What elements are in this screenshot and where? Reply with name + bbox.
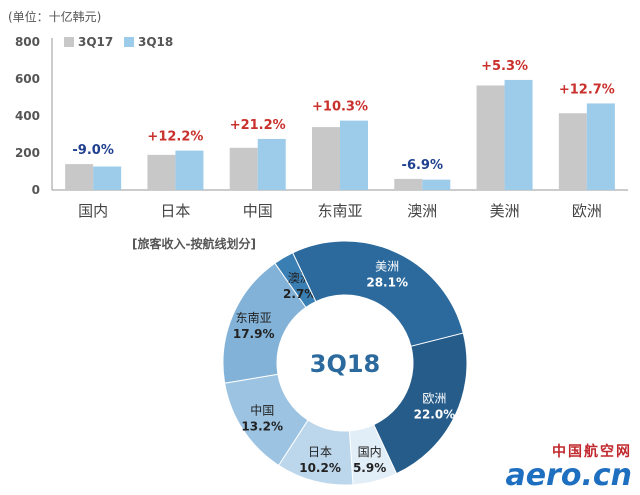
legend-swatch xyxy=(64,37,74,47)
legend: 3Q17 3Q18 xyxy=(64,35,173,49)
growth-label: +10.3% xyxy=(312,100,368,115)
donut-slice xyxy=(292,240,464,347)
legend-label: 3Q18 xyxy=(138,35,173,49)
growth-label: +12.2% xyxy=(147,130,203,145)
aero-logo: 中国航空网 aero.cn xyxy=(505,441,632,491)
x-tick-label: 澳洲 xyxy=(407,202,437,220)
bar-3q18 xyxy=(586,103,615,190)
y-tick-label: 200 xyxy=(15,146,40,160)
growth-label: -6.9% xyxy=(402,158,443,173)
bar-3q17 xyxy=(558,113,587,190)
donut-title: [旅客收入-按航线划分] xyxy=(132,236,256,251)
x-tick-label: 中国 xyxy=(243,202,273,220)
logo-chinese-text: 中国航空网 xyxy=(552,444,632,460)
slice-label: 东南亚 xyxy=(236,310,272,325)
growth-label: +12.7% xyxy=(559,82,615,97)
bar-3q17 xyxy=(229,147,258,190)
bar-3q17 xyxy=(65,164,94,190)
slice-label: 日本 xyxy=(308,445,332,459)
growth-label: -9.0% xyxy=(72,143,113,158)
donut-center-label: 3Q18 xyxy=(310,350,381,378)
x-tick-label: 日本 xyxy=(160,202,190,220)
slice-value: 2.7% xyxy=(283,287,316,301)
x-tick-label: 东南亚 xyxy=(317,202,362,220)
bar-3q18 xyxy=(257,138,286,190)
unit-label: (单位：十亿韩元) xyxy=(8,10,102,24)
slice-label: 美洲 xyxy=(375,259,399,273)
donut-slice xyxy=(373,332,468,475)
bar-3q17 xyxy=(476,85,505,190)
slice-value: 28.1% xyxy=(366,275,408,289)
donut-chart: [旅客收入-按航线划分] 国内 5.9% 日本 10.2% 中国 13.2% 东南亚 17.9%… xyxy=(132,236,468,486)
legend-label: 3Q17 xyxy=(78,35,113,49)
bar-3q18 xyxy=(422,179,451,190)
legend-swatch xyxy=(124,37,134,47)
slice-label: 国内 xyxy=(358,445,382,459)
slice-value: 13.2% xyxy=(241,419,283,433)
y-tick-label: 0 xyxy=(32,183,40,197)
growth-label: +5.3% xyxy=(481,59,528,74)
bar-3q18 xyxy=(340,120,368,190)
bar-chart: 0 200 400 600 800 -9.0% 国内 +12.2% 日本 +21.2% 中国 +10.… xyxy=(15,35,628,220)
slice-value: 22.0% xyxy=(414,407,456,421)
y-tick-label: 600 xyxy=(15,72,40,86)
bar-3q17 xyxy=(312,127,340,190)
x-tick-label: 欧洲 xyxy=(572,202,602,220)
bar-3q17 xyxy=(147,154,176,190)
x-tick-label: 美洲 xyxy=(490,202,520,220)
growth-label: +21.2% xyxy=(230,118,286,133)
y-tick-label: 400 xyxy=(15,109,40,123)
y-tick-label: 800 xyxy=(15,35,40,49)
logo-english-text: aero.cn xyxy=(505,458,632,493)
bar-3q18 xyxy=(93,166,122,190)
slice-value: 5.9% xyxy=(353,461,386,475)
x-tick-label: 国内 xyxy=(78,202,108,220)
bar-3q18 xyxy=(175,150,204,190)
bar-3q18 xyxy=(504,79,533,190)
slice-value: 17.9% xyxy=(233,327,275,341)
slice-label: 中国 xyxy=(250,402,274,417)
slice-label: 欧洲 xyxy=(422,391,446,405)
bar-3q17 xyxy=(394,178,423,190)
slice-value: 10.2% xyxy=(299,461,341,475)
